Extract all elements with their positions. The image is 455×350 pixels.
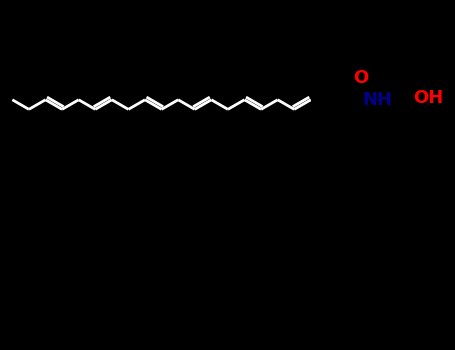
Text: NH: NH xyxy=(362,91,392,109)
Text: OH: OH xyxy=(413,89,443,107)
Text: O: O xyxy=(353,69,368,87)
